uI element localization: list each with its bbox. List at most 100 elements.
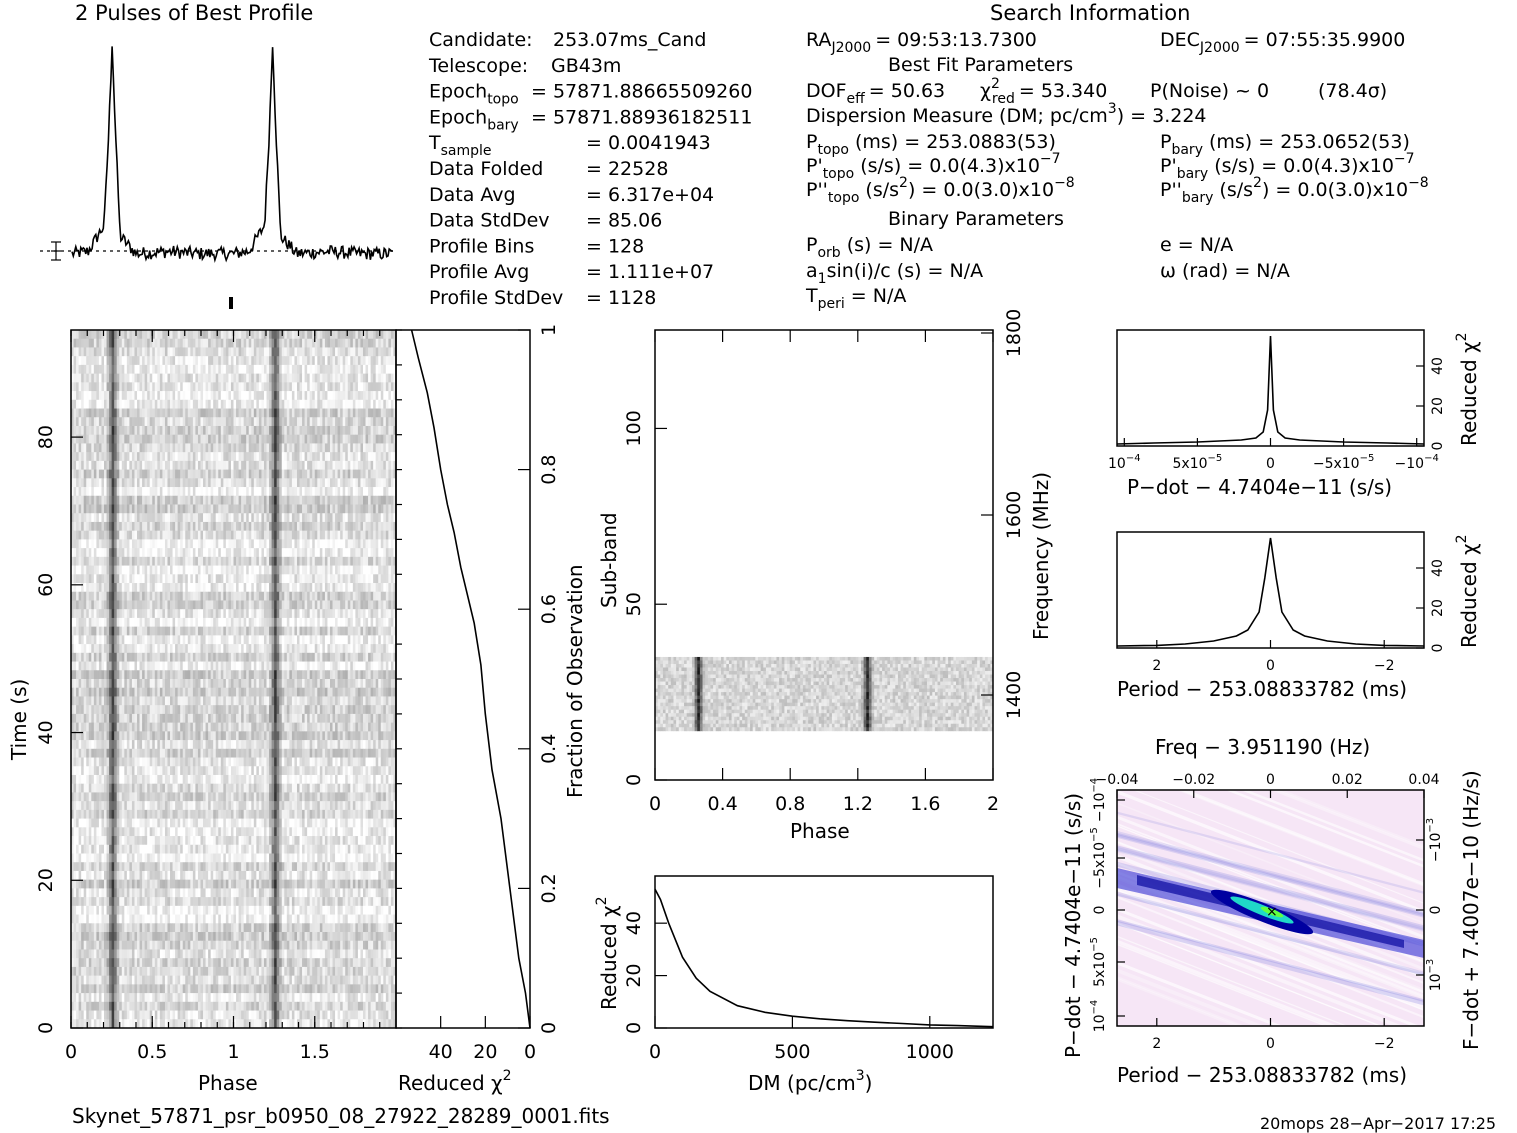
- heatmap-cell: [350, 626, 354, 636]
- heatmap-cell: [319, 539, 323, 549]
- heatmap-cell: [337, 617, 341, 628]
- heatmap-cell: [182, 548, 186, 558]
- heatmap-cell: [144, 583, 148, 593]
- heatmap-cell: [302, 425, 305, 436]
- heatmap-cell: [281, 391, 285, 401]
- heatmap-cell: [385, 399, 389, 409]
- heatmap-cell: [119, 460, 123, 471]
- heatmap-cell: [223, 600, 227, 610]
- heatmap-cell: [319, 408, 323, 418]
- heatmap-cell: [322, 330, 326, 340]
- heatmap-cell: [104, 408, 107, 418]
- heatmap-cell: [291, 644, 295, 654]
- heatmap-cell: [213, 626, 217, 636]
- heatmap-cell: [263, 600, 267, 610]
- heatmap-cell: [373, 399, 377, 409]
- heatmap-cell: [289, 338, 293, 348]
- pnoise-label: P(Noise) ~ 0: [1150, 80, 1269, 102]
- heatmap-cell: [350, 539, 354, 549]
- dm-label: Dispersion Measure (DM; pc/cm3) = 3.224: [806, 101, 1207, 127]
- heatmap-cell: [296, 530, 300, 540]
- heatmap-cell: [241, 330, 245, 340]
- heatmap-cell: [284, 373, 288, 383]
- heatmap-cell: [314, 330, 318, 340]
- heatmap-cell: [139, 434, 143, 444]
- heatmap-cell: [241, 452, 245, 462]
- heatmap-cell: [355, 417, 359, 427]
- heatmap-cell: [324, 600, 328, 610]
- heatmap-cell: [258, 382, 262, 392]
- heatmap-cell: [116, 487, 120, 497]
- heatmap-cell: [393, 495, 397, 505]
- heatmap-cell: [213, 356, 217, 366]
- heatmap-cell: [302, 513, 305, 523]
- heatmap-cell: [350, 644, 354, 654]
- heatmap-cell: [106, 617, 110, 628]
- heatmap-cell: [162, 513, 166, 523]
- heatmap-cell: [324, 460, 328, 471]
- heatmap-cell: [281, 425, 285, 436]
- heatmap-cell: [215, 408, 219, 418]
- heatmap-cell: [86, 347, 90, 357]
- heatmap-cell: [263, 495, 267, 505]
- heatmap-cell: [144, 478, 148, 488]
- heatmap-cell: [352, 399, 356, 409]
- heatmap-cell: [78, 565, 82, 575]
- heatmap-cell: [263, 347, 267, 357]
- heatmap-cell: [233, 364, 237, 375]
- heatmap-cell: [220, 661, 224, 671]
- heatmap-cell: [289, 556, 293, 566]
- heatmap-cell: [159, 661, 163, 671]
- heatmap-cell: [302, 487, 305, 497]
- heatmap-cell: [347, 565, 351, 575]
- heatmap-cell: [106, 452, 110, 462]
- heatmap-cell: [205, 609, 209, 619]
- heatmap-cell: [294, 574, 298, 584]
- heatmap-cell: [365, 330, 369, 340]
- heatmap-cell: [93, 609, 97, 619]
- heatmap-cell: [104, 469, 107, 479]
- heatmap-cell: [256, 548, 260, 558]
- heatmap-cell: [322, 539, 326, 549]
- heatmap-cell: [182, 574, 186, 584]
- heatmap-cell: [304, 382, 308, 392]
- heatmap-cell: [269, 626, 272, 636]
- heatmap-cell: [236, 521, 239, 532]
- heatmap-cell: [190, 504, 194, 514]
- heatmap-cell: [124, 434, 128, 444]
- heatmap-cell: [185, 478, 189, 488]
- heatmap-cell: [393, 583, 397, 593]
- heatmap-cell: [388, 478, 392, 488]
- heatmap-cell: [233, 391, 237, 401]
- heatmap-cell: [370, 391, 374, 401]
- heatmap-cell: [73, 556, 77, 566]
- heatmap-cell: [365, 347, 369, 357]
- heatmap-cell: [248, 635, 252, 645]
- heatmap-cell: [347, 469, 351, 479]
- heatmap-cell: [261, 443, 265, 453]
- heatmap-cell: [289, 373, 293, 383]
- heatmap-cell: [317, 391, 321, 401]
- heatmap-cell: [223, 338, 227, 348]
- heatmap-cell: [200, 513, 204, 523]
- heatmap-cell: [365, 513, 369, 523]
- heatmap-cell: [373, 591, 377, 601]
- heatmap-cell: [218, 644, 222, 654]
- heatmap-cell: [385, 565, 389, 575]
- heatmap-cell: [324, 487, 328, 497]
- heatmap-cell: [81, 417, 85, 427]
- heatmap-cell: [385, 338, 389, 348]
- heatmap-cell: [101, 356, 105, 366]
- heatmap-cell: [164, 460, 168, 471]
- heatmap-cell: [269, 452, 272, 462]
- heatmap-cell: [309, 347, 313, 357]
- heatmap-cell: [362, 574, 366, 584]
- heatmap-cell: [284, 548, 288, 558]
- info-left-label: Profile Avg: [429, 261, 529, 283]
- heatmap-cell: [238, 626, 242, 636]
- heatmap-cell: [347, 521, 351, 532]
- heatmap-cell: [274, 338, 278, 348]
- heatmap-cell: [266, 626, 270, 636]
- heatmap-cell: [327, 530, 331, 540]
- heatmap-cell: [378, 356, 382, 366]
